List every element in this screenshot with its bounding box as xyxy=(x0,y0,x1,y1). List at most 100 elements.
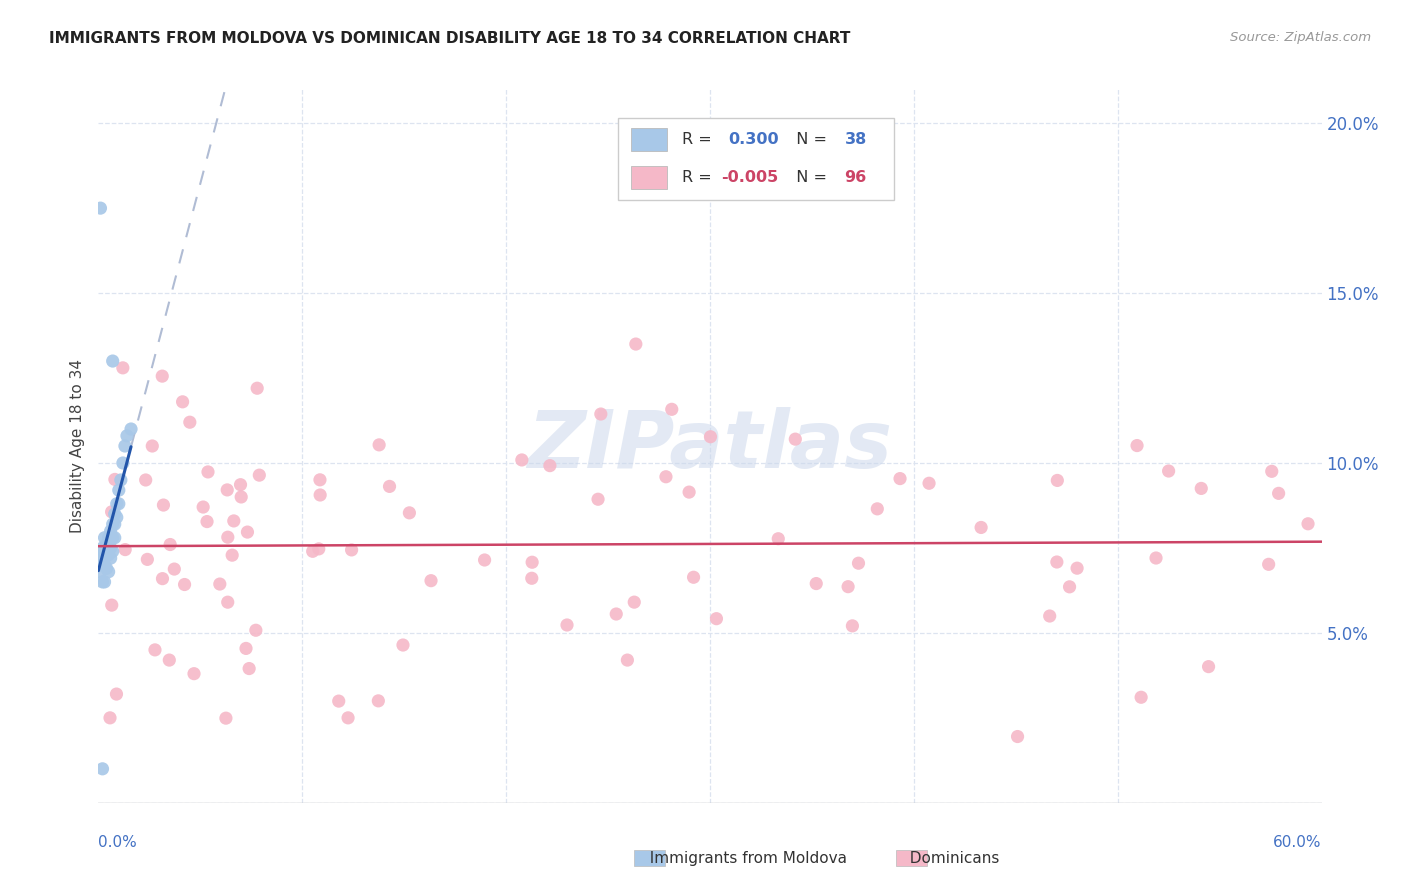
Text: Immigrants from Moldova: Immigrants from Moldova xyxy=(640,851,846,865)
Point xyxy=(245,624,267,638)
Text: 0.0%: 0.0% xyxy=(98,836,138,850)
Point xyxy=(173,577,195,591)
Point xyxy=(191,500,214,514)
Point xyxy=(208,577,231,591)
Point xyxy=(91,574,114,589)
Point xyxy=(101,517,124,532)
Point xyxy=(235,641,257,656)
Point xyxy=(1007,730,1029,744)
Point xyxy=(222,514,245,528)
Point xyxy=(236,524,259,539)
Point xyxy=(89,551,111,566)
Point xyxy=(841,619,863,633)
Point xyxy=(706,612,728,626)
Point xyxy=(221,548,243,562)
Point xyxy=(115,429,138,443)
Point xyxy=(247,468,270,483)
Point xyxy=(520,571,543,585)
Y-axis label: Disability Age 18 to 34: Disability Age 18 to 34 xyxy=(70,359,86,533)
Point xyxy=(96,561,118,575)
Point xyxy=(238,662,260,676)
FancyBboxPatch shape xyxy=(619,118,894,200)
Text: 0.300: 0.300 xyxy=(728,132,779,147)
Point xyxy=(101,531,124,545)
Point xyxy=(538,458,561,473)
Point xyxy=(1066,561,1088,575)
Point xyxy=(1157,464,1180,478)
Bar xyxy=(896,850,927,866)
Point xyxy=(104,472,127,486)
Point xyxy=(1198,659,1220,673)
Point xyxy=(100,598,122,612)
Point xyxy=(93,531,115,545)
Point xyxy=(152,498,174,512)
Point xyxy=(768,532,790,546)
Point xyxy=(678,485,700,500)
Point xyxy=(91,762,114,776)
Point xyxy=(1257,558,1279,572)
Point xyxy=(368,438,391,452)
Bar xyxy=(630,166,668,189)
Point xyxy=(163,562,186,576)
Point xyxy=(114,439,136,453)
Text: N =: N = xyxy=(786,132,832,147)
Point xyxy=(699,430,721,444)
Point xyxy=(785,432,807,446)
Point xyxy=(89,558,111,572)
Text: Source: ZipAtlas.com: Source: ZipAtlas.com xyxy=(1230,31,1371,45)
Point xyxy=(135,473,157,487)
Point xyxy=(1046,474,1069,488)
Point xyxy=(661,402,683,417)
Point xyxy=(111,360,134,375)
Point xyxy=(1059,580,1081,594)
Point xyxy=(111,456,134,470)
Point xyxy=(141,439,163,453)
Point xyxy=(1126,439,1149,453)
Point xyxy=(837,580,859,594)
Point xyxy=(108,483,131,498)
Point xyxy=(97,531,120,545)
Point xyxy=(231,490,253,504)
Point xyxy=(105,687,128,701)
Text: N =: N = xyxy=(786,170,832,186)
Point xyxy=(1267,486,1289,500)
Point xyxy=(91,541,114,555)
Point xyxy=(889,472,911,486)
Point xyxy=(104,507,127,521)
Text: IMMIGRANTS FROM MOLDOVA VS DOMINICAN DISABILITY AGE 18 TO 34 CORRELATION CHART: IMMIGRANTS FROM MOLDOVA VS DOMINICAN DIS… xyxy=(49,31,851,46)
Point xyxy=(179,415,201,429)
Point xyxy=(308,541,330,556)
Point xyxy=(91,555,114,569)
Text: Dominicans: Dominicans xyxy=(900,851,1000,865)
Point xyxy=(1046,555,1069,569)
Text: 60.0%: 60.0% xyxy=(1274,836,1322,850)
Point xyxy=(97,548,120,562)
Point xyxy=(655,469,678,483)
Point xyxy=(100,551,122,566)
Point xyxy=(340,542,363,557)
Point xyxy=(806,576,828,591)
Point xyxy=(392,638,415,652)
Point xyxy=(97,565,120,579)
Point xyxy=(215,711,238,725)
Point xyxy=(866,501,889,516)
Point xyxy=(98,711,121,725)
Point xyxy=(682,570,704,584)
Point xyxy=(1189,482,1212,496)
Point xyxy=(217,595,239,609)
Point xyxy=(510,453,533,467)
Point xyxy=(89,201,111,215)
Text: R =: R = xyxy=(682,170,717,186)
Point xyxy=(197,465,219,479)
Point xyxy=(1261,464,1284,478)
Point xyxy=(217,530,239,544)
Point xyxy=(157,653,180,667)
Point xyxy=(183,666,205,681)
Point xyxy=(159,537,181,551)
Bar xyxy=(630,128,668,152)
Point xyxy=(309,488,332,502)
Point xyxy=(309,473,332,487)
Point xyxy=(301,544,323,558)
Point xyxy=(120,422,142,436)
Point xyxy=(136,552,159,566)
